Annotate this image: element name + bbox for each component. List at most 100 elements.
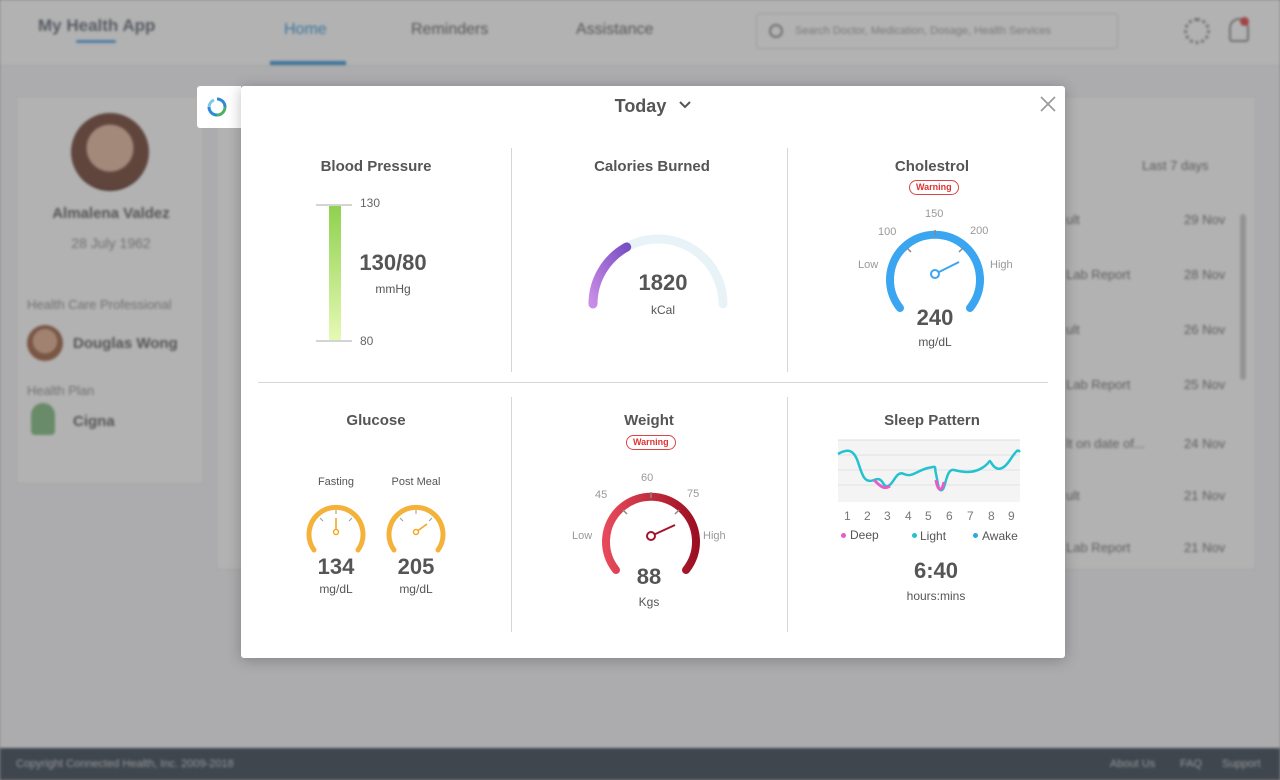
sleep-x-label: 2 [864,509,871,523]
list-item-title[interactable]: ult [1066,488,1080,503]
period-selector[interactable]: Today [241,96,1065,117]
doctor-name[interactable]: Douglas Wong [73,335,178,352]
sleep-x-label: 5 [925,509,932,523]
tab-home[interactable]: Home [284,21,327,38]
footer-link-support[interactable]: Support [1222,758,1261,770]
list-item-title[interactable]: lt on date of... [1066,436,1145,451]
legend-dot-light [912,533,917,538]
list-item-date: 28 Nov [1184,267,1226,282]
divider [258,382,1048,383]
glucose-title: Glucose [346,412,406,429]
blood-pressure-bar [316,204,352,342]
divider [787,397,788,632]
weight-tick: 75 [687,488,700,500]
cholesterol-title: Cholestrol [894,158,970,175]
weight-value: 88 [636,564,662,589]
footer-link-faq[interactable]: FAQ [1180,758,1203,770]
bp-low-label: 80 [360,334,374,348]
calories-gauge [588,234,728,309]
glucose-post-meal-unit: mg/dL [399,582,433,596]
weight-tick: 60 [641,472,654,484]
chevron-down-icon [679,101,692,109]
cholesterol-tick: 200 [970,225,989,237]
list-item-date: 29 Nov [1184,212,1226,227]
cholesterol-value: 240 [916,305,954,330]
plan-section-label: Health Plan [27,383,95,398]
legend-dot-awake [973,533,978,538]
legend-light: Light [920,529,947,543]
footer: Copyright Connected Health, Inc. 2009-20… [0,748,1280,780]
avatar[interactable] [71,113,149,191]
blood-pressure-title: Blood Pressure [320,158,432,175]
sleep-x-label: 3 [884,509,891,523]
glucose-fasting-value: 134 [317,554,355,579]
list-item-date: 25 Nov [1184,377,1226,392]
blood-pressure-unit: mmHg [375,282,411,296]
active-tab-indicator [270,61,346,65]
weight-low-label: Low [572,530,593,542]
tab-assistance[interactable]: Assistance [576,21,654,38]
period-label: Today [614,96,667,116]
plan-icon [31,403,55,435]
weight-high-label: High [703,530,726,542]
weight-gauge [602,492,700,574]
list-item-title[interactable]: Lab Report [1066,540,1131,555]
search-placeholder: Search Doctor, Medication, Dosage, Healt… [795,25,1052,37]
legend-deep: Deep [850,528,879,542]
top-navigation: My Health App Home Reminders Assistance … [0,0,1280,66]
sleep-x-label: 9 [1008,509,1015,523]
notifications-icon[interactable] [1229,18,1249,42]
bp-high-label: 130 [360,196,381,210]
weight-title: Weight [624,412,674,429]
cholesterol-tick: 100 [878,226,897,238]
glucose-post-meal-value: 205 [397,554,435,579]
sleep-duration-unit: hours:mins [906,589,966,603]
tab-reminders[interactable]: Reminders [411,21,489,38]
sleep-chart [837,439,1021,502]
list-item-date: 24 Nov [1184,436,1226,451]
logo-underline [76,40,116,43]
legend-dot-deep [841,533,846,538]
profile-name: Almalena Valdez [52,205,170,222]
footer-link-about[interactable]: About Us [1110,758,1156,770]
list-item-title[interactable]: ult [1066,212,1080,227]
modal-logo-tab [197,86,241,128]
search-icon [769,24,783,38]
cholesterol-unit: mg/dL [918,335,952,349]
cholesterol-high-label: High [990,259,1013,271]
plan-name[interactable]: Cigna [73,413,115,430]
sleep-duration-value: 6:40 [913,558,959,583]
health-summary-modal: Today Blood Pressure 130 80 130/80 mmHg … [241,86,1065,658]
list-item-title[interactable]: ult [1066,322,1080,337]
list-scrollbar[interactable] [1240,214,1246,380]
cholesterol-tick: 150 [925,208,944,220]
weight-unit: Kgs [638,595,660,609]
glucose-fasting-label: Fasting [317,476,355,488]
sleep-x-label: 4 [905,509,912,523]
profile-dob: 28 July 1962 [71,235,151,251]
divider [787,148,788,372]
glucose-fasting-unit: mg/dL [319,582,353,596]
settings-icon[interactable] [1184,18,1210,44]
weight-warning-badge: Warning [626,435,676,450]
blood-pressure-value: 130/80 [359,250,427,275]
close-icon[interactable] [1039,95,1057,113]
app-logo: My Health App [38,16,156,35]
glucose-post-meal-label: Post Meal [391,476,441,488]
calories-value: 1820 [638,270,688,295]
list-item-title[interactable]: Lab Report [1066,377,1131,392]
list-item-date: 21 Nov [1184,540,1226,555]
cholesterol-low-label: Low [858,259,879,271]
profile-card: Almalena Valdez 28 July 1962 Health Care… [16,96,204,484]
cholesterol-gauge [886,230,984,312]
search-input[interactable]: Search Doctor, Medication, Dosage, Healt… [756,13,1118,49]
sort-dropdown[interactable]: Last 7 days [1142,158,1209,173]
list-item-title[interactable]: Lab Report [1066,267,1131,282]
notification-badge [1240,17,1249,26]
divider [511,397,512,632]
glucose-fasting-gauge [306,504,366,553]
divider [511,148,512,372]
weight-tick: 45 [595,489,608,501]
care-section-label: Health Care Professional [27,297,172,312]
list-item-date: 26 Nov [1184,322,1226,337]
